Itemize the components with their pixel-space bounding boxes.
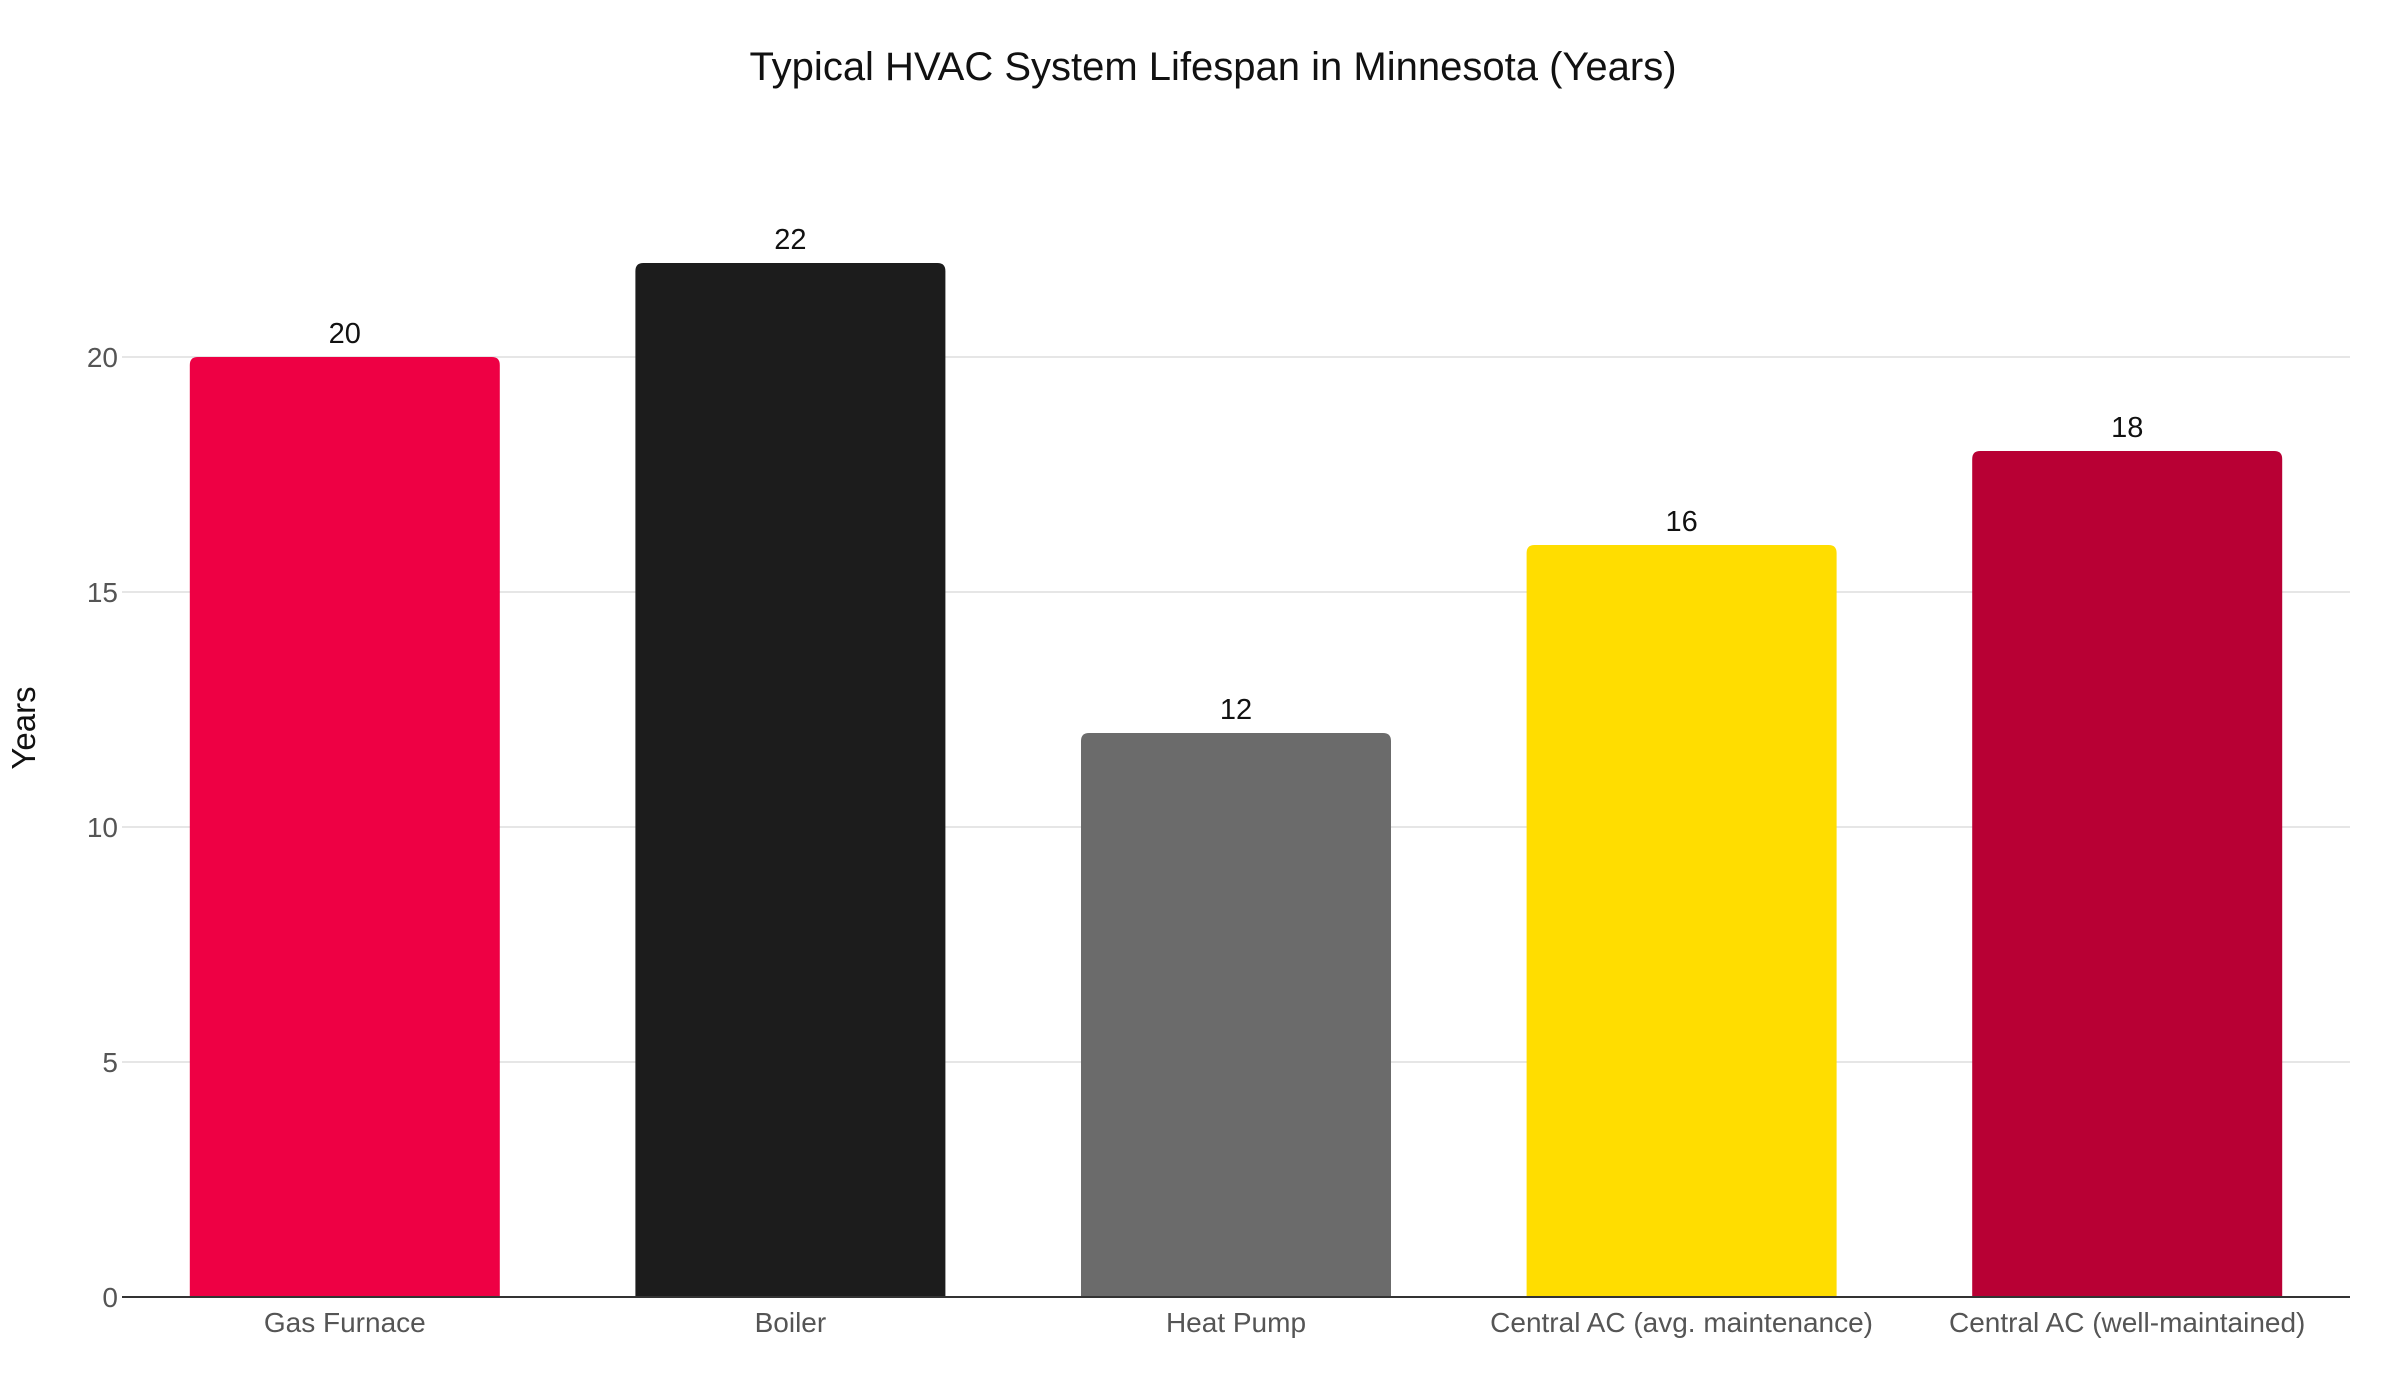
x-axis-ticks: Gas Furnace Boiler Heat Pump Central AC (av…: [264, 1307, 2306, 1338]
y-axis-ticks: 0 5 10 15 20: [87, 342, 118, 1313]
x-tick-label: Heat Pump: [1166, 1307, 1306, 1338]
data-label: 16: [1665, 506, 1697, 538]
y-tick-label: 15: [87, 577, 118, 608]
y-tick-label: 0: [102, 1282, 118, 1313]
y-tick-label: 20: [87, 342, 118, 373]
bar: [635, 263, 946, 1297]
bar: [189, 357, 500, 1297]
x-tick-label: Boiler: [755, 1307, 827, 1338]
y-axis-label: Years: [5, 686, 42, 769]
data-label: 18: [2111, 412, 2143, 444]
y-tick-label: 5: [102, 1047, 118, 1078]
bar: [1972, 451, 2283, 1297]
bar: [1526, 545, 1837, 1297]
x-tick-label: Central AC (well-maintained): [1949, 1307, 2305, 1338]
x-tick-label: Central AC (avg. maintenance): [1490, 1307, 1873, 1338]
x-tick-label: Gas Furnace: [264, 1307, 426, 1338]
chart-title: Typical HVAC System Lifespan in Minnesot…: [749, 45, 1676, 89]
data-label: 22: [774, 224, 806, 256]
data-label: 12: [1220, 694, 1252, 726]
data-labels: 20 22 12 16 18: [329, 224, 2144, 726]
y-tick-label: 10: [87, 812, 118, 843]
data-label: 20: [329, 318, 361, 350]
bar: [1081, 733, 1391, 1297]
bars: [189, 263, 2283, 1297]
